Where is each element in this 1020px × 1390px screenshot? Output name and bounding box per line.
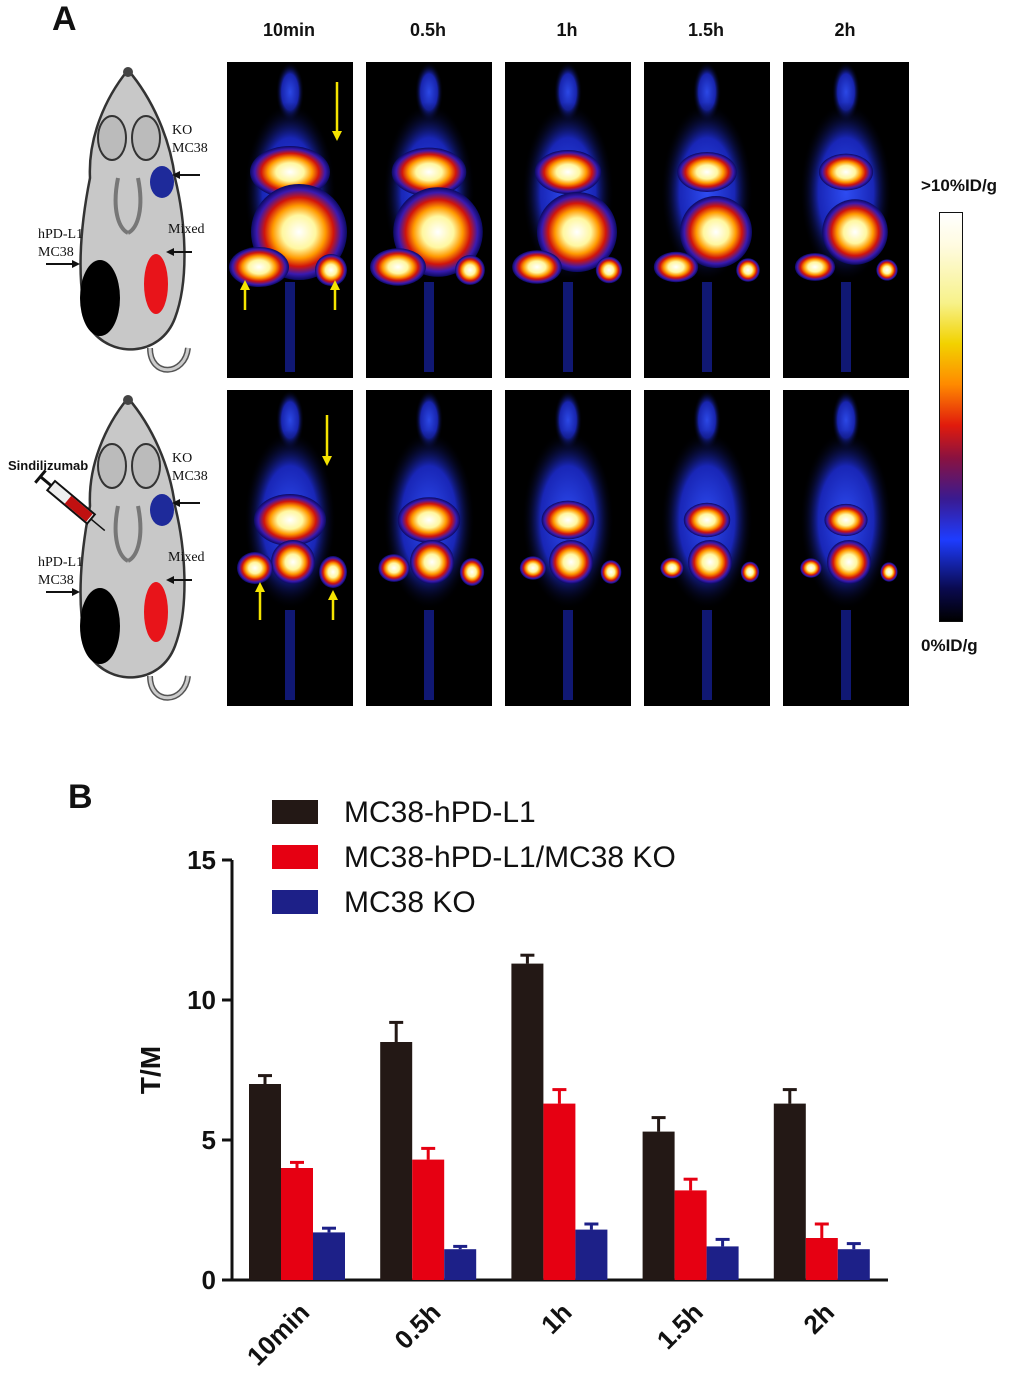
- pet-image-row2-col1: [227, 390, 353, 706]
- colorbar-min-label: 0%ID/g: [921, 636, 978, 655]
- bar-mc38-hpd-l1-mc38-ko-0-5h: [412, 1159, 445, 1280]
- mixed-label-top: Mixed: [168, 222, 205, 237]
- pet-image-row2-col2: [366, 390, 492, 706]
- pet-image-row1-col4: [644, 62, 770, 378]
- pet-image-row2-col5: [783, 390, 909, 706]
- bar-mc38-hpd-l1-1h: [511, 963, 544, 1280]
- pet-image-row2-col4: [644, 390, 770, 706]
- x-tick-label: 1h: [535, 1297, 578, 1340]
- bar-mc38-ko-0-5h: [444, 1249, 477, 1280]
- x-tick-label: 1.5h: [651, 1297, 709, 1355]
- bar-mc38-ko-10min: [313, 1232, 345, 1280]
- ko-label-top: KO MC38: [172, 123, 208, 156]
- mouse-schematic-bottom: [34, 395, 200, 701]
- time-label-2h: 2h: [834, 20, 856, 40]
- mouse-schematic-top: [46, 67, 200, 373]
- indicator-arrow-icon: [255, 582, 265, 620]
- indicator-arrow-icon: [322, 415, 332, 466]
- bar-mc38-ko-1h: [575, 1229, 608, 1280]
- bar-mc38-hpd-l1-mc38-ko-1-5h: [674, 1190, 707, 1280]
- ko-label-bottom: KO MC38: [172, 451, 208, 484]
- y-tick-label: 5: [202, 1125, 216, 1155]
- bar-mc38-ko-2h: [837, 1249, 870, 1280]
- y-tick-label: 15: [187, 845, 216, 875]
- y-tick-label: 0: [202, 1265, 216, 1295]
- time-label-1h: 1h: [556, 20, 578, 40]
- bar-mc38-hpd-l1-mc38-ko-10min: [281, 1168, 313, 1280]
- pet-image-row1-col3: [505, 62, 631, 378]
- mixed-tumor-icon: [144, 582, 168, 642]
- legend-swatch: [272, 845, 318, 869]
- legend-label: MC38 KO: [344, 886, 476, 919]
- hpd-label-top: hPD-L1 MC38: [38, 227, 84, 260]
- hpd-tumor-icon: [80, 260, 120, 336]
- mixed-label-bottom: Mixed: [168, 550, 205, 565]
- panel-b-letter: B: [68, 778, 93, 816]
- legend-swatch: [272, 800, 318, 824]
- bar-mc38-hpd-l1-mc38-ko-1h: [543, 1103, 576, 1280]
- y-tick-label: 10: [187, 985, 216, 1015]
- bar-mc38-hpd-l1-1-5h: [642, 1131, 675, 1280]
- panel-a-letter: A: [52, 0, 77, 38]
- bar-mc38-hpd-l1-0-5h: [380, 1042, 413, 1280]
- pet-image-row1-col1: [227, 62, 353, 378]
- time-label-1-5h: 1.5h: [687, 20, 725, 40]
- colorbar-max-label: >10%ID/g: [921, 176, 998, 195]
- indicator-arrow-icon: [328, 590, 338, 620]
- ko-tumor-icon: [150, 166, 174, 198]
- hpd-label-bottom: hPD-L1 MC38: [38, 555, 84, 588]
- time-label-0-5h: 0.5h: [409, 20, 447, 40]
- x-tick-label: 10min: [241, 1297, 315, 1371]
- indicator-arrow-icon: [240, 280, 250, 310]
- bar-mc38-hpd-l1-2h: [773, 1103, 806, 1280]
- indicator-arrow-icon: [332, 82, 342, 141]
- time-label-10min: 10min: [262, 20, 316, 40]
- legend-label: MC38-hPD-L1/MC38 KO: [344, 841, 676, 874]
- legend-swatch: [272, 890, 318, 914]
- pet-image-row1-col5: [783, 62, 909, 378]
- x-tick-label: 2h: [797, 1297, 840, 1340]
- pet-image-row1-col2: [366, 62, 492, 378]
- indicator-arrow-icon: [330, 280, 340, 310]
- mixed-tumor-icon: [144, 254, 168, 314]
- sindilizumab-label: Sindilizumab: [8, 458, 89, 473]
- syringe-icon: [34, 469, 106, 532]
- y-axis-label: T/M: [135, 1046, 166, 1094]
- ko-tumor-icon: [150, 494, 174, 526]
- colorbar: [939, 212, 963, 622]
- hpd-tumor-icon: [80, 588, 120, 664]
- pet-image-row2-col3: [505, 390, 631, 706]
- bar-mc38-hpd-l1-10min: [249, 1084, 281, 1280]
- bar-mc38-hpd-l1-mc38-ko-2h: [805, 1238, 838, 1280]
- bar-mc38-ko-1-5h: [706, 1246, 739, 1280]
- x-tick-label: 0.5h: [388, 1297, 446, 1355]
- legend-label: MC38-hPD-L1: [344, 796, 536, 829]
